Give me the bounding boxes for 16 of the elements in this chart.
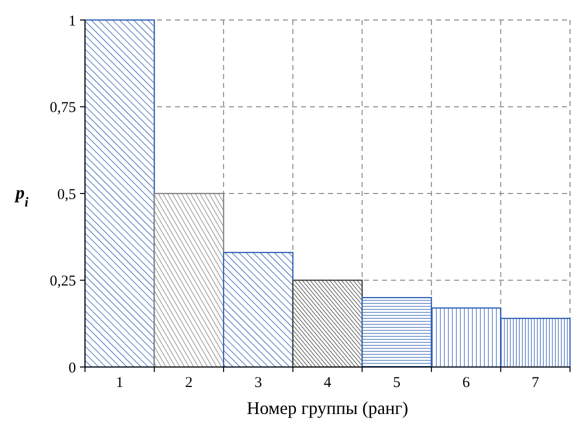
y-tick-label: 0,25 [50,274,76,290]
x-tick-label: 4 [324,375,332,391]
x-axis-title: Номер группы (ранг) [246,398,408,418]
x-tick-label: 3 [254,375,262,391]
y-tick-label: 1 [68,13,76,30]
x-tick-label: 2 [185,375,193,391]
bar [292,280,363,368]
x-tick-label: 6 [462,375,470,391]
y-tick-label: 0,5 [57,186,76,203]
y-tick-label: 0,75 [50,100,76,116]
y-tick-label: 0 [68,360,76,376]
bar [222,252,294,368]
x-tick-label: 1 [116,375,124,391]
y-axis-title: p$_{i}$ [14,182,29,209]
x-tick-label: 5 [393,375,401,391]
x-tick-label: 7 [532,375,540,391]
